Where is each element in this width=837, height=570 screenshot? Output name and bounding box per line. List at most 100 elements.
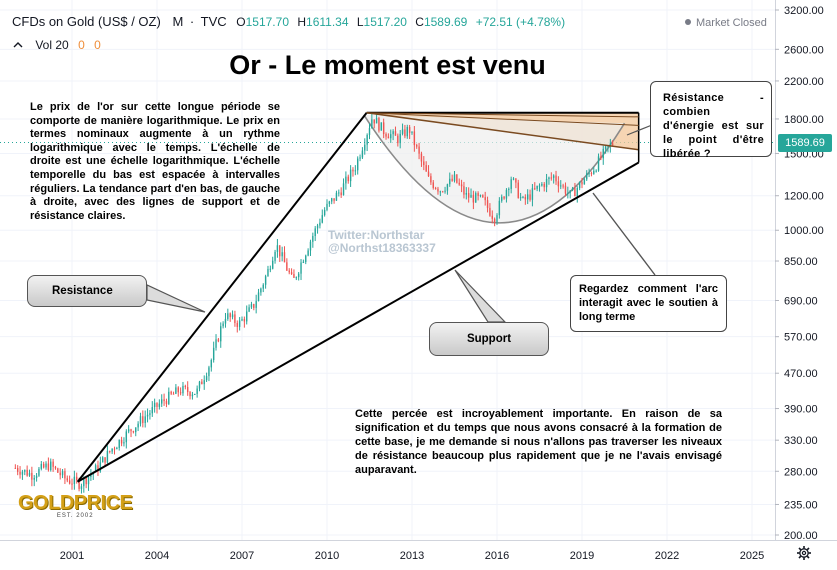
y-tick-label: 1200.00: [784, 191, 824, 203]
candle-body: [508, 188, 510, 190]
y-tick-label: 330.00: [784, 435, 818, 447]
candle-body: [512, 178, 515, 180]
candle-body: [312, 236, 314, 242]
time-axis: 2001 2004 2007 2010 2013 2016 2019 2022 2025: [0, 540, 837, 562]
candle-body: [224, 318, 227, 324]
candle-body: [309, 241, 312, 251]
candle-body: [408, 127, 411, 133]
candle-body: [68, 480, 71, 484]
resistance-callout-pointer: [146, 284, 206, 313]
candle-body: [123, 442, 125, 444]
candle-body: [262, 284, 264, 289]
candle-body: [607, 146, 609, 148]
arc-fill: [363, 114, 625, 223]
x-tick-label: 2004: [145, 550, 169, 562]
candle-body: [281, 252, 283, 257]
symbol-name[interactable]: CFDs on Gold (US$ / OZ): [12, 14, 161, 29]
candle-body: [229, 313, 231, 318]
candle-body: [375, 117, 378, 124]
candle-body: [611, 143, 614, 145]
candle-body: [139, 416, 142, 424]
candle-body: [460, 184, 463, 187]
candle-body: [21, 471, 24, 475]
candle-body: [576, 188, 578, 197]
candle-body: [456, 174, 458, 183]
candle-body: [196, 388, 198, 394]
candle-body: [333, 198, 335, 201]
candle-body: [434, 187, 437, 189]
candle-body: [416, 145, 418, 147]
candle-body: [106, 450, 109, 463]
candle-body: [397, 135, 399, 144]
candle-body: [581, 181, 583, 185]
candle-body: [250, 304, 253, 308]
candle-body: [156, 402, 158, 407]
candle-body: [510, 179, 512, 189]
candle-body: [234, 314, 236, 323]
resistance-box-connector: [626, 124, 653, 136]
candle-body: [453, 174, 456, 181]
candle-body: [125, 431, 128, 443]
candle-body: [491, 215, 493, 219]
candle-body: [475, 193, 477, 203]
candle-body: [212, 347, 215, 361]
x-tick-label: 2001: [60, 550, 84, 562]
candle-body: [486, 200, 489, 208]
candle-body: [432, 182, 434, 188]
candle-body: [463, 186, 465, 195]
y-tick-label: 200.00: [784, 530, 818, 542]
candle-body: [142, 416, 144, 423]
volume-label[interactable]: Vol 20: [35, 38, 69, 52]
candle-body: [165, 401, 168, 405]
candle-body: [378, 117, 380, 131]
twitter-watermark: Twitter:Northstar @Northst18363337: [328, 228, 436, 255]
candle-body: [356, 158, 359, 171]
candle-body: [118, 439, 120, 448]
candle-body: [550, 177, 553, 179]
candle-body: [177, 387, 179, 393]
candle-body: [42, 463, 45, 468]
candle-body: [427, 171, 430, 177]
candle-body: [194, 393, 196, 395]
candle-body: [271, 260, 274, 269]
candle-body: [571, 188, 574, 191]
candle-body: [35, 475, 38, 478]
candle-body: [288, 270, 290, 273]
candle-body: [406, 127, 408, 137]
candle-body: [323, 209, 326, 216]
candle-body: [531, 188, 534, 200]
candle-body: [385, 134, 387, 137]
candle-body: [444, 190, 446, 192]
candle-body: [255, 301, 257, 308]
candle-body: [201, 381, 203, 385]
candle-body: [97, 465, 99, 472]
chart-header: CFDs on Gold (US$ / OZ) M · TVC O1517.70…: [12, 14, 570, 29]
candle-body: [215, 339, 217, 348]
candle-body: [477, 193, 479, 196]
candle-body: [227, 313, 229, 319]
settings-gear-icon[interactable]: [796, 545, 812, 561]
candle-body: [373, 119, 375, 124]
candle-body: [243, 319, 246, 322]
candle-body: [101, 457, 104, 463]
candle-body: [399, 133, 401, 144]
candle-body: [111, 448, 113, 452]
collapse-chevron-icon[interactable]: [12, 39, 24, 51]
y-tick-label: 570.00: [784, 332, 818, 344]
candle-body: [71, 483, 73, 485]
interval-label[interactable]: M: [172, 14, 184, 29]
candle-body: [449, 178, 451, 185]
candle-body: [161, 399, 163, 404]
candle-body: [439, 191, 442, 193]
candle-body: [519, 197, 522, 199]
high-value: 1611.34: [306, 15, 349, 29]
trendlines: [76, 111, 640, 483]
candle-body: [293, 273, 295, 278]
candle-body: [522, 196, 524, 198]
candle-body: [314, 228, 316, 237]
candle-body: [203, 380, 205, 385]
candle-body: [552, 175, 555, 178]
candle-body: [595, 170, 597, 172]
candle-body: [279, 245, 281, 257]
